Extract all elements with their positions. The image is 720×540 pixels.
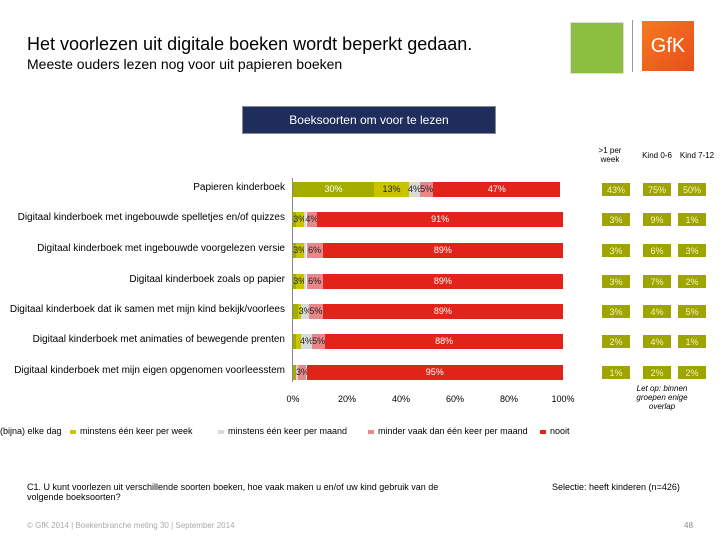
bar-segment: 13% bbox=[374, 181, 410, 197]
page-title: Het voorlezen uit digitale boeken wordt … bbox=[27, 34, 473, 54]
bar-segment bbox=[293, 273, 296, 289]
bar-segment: 3% bbox=[299, 303, 312, 319]
x-tick-label: 60% bbox=[445, 394, 464, 404]
bar-segment: 3% bbox=[293, 273, 306, 289]
bar-segment bbox=[293, 211, 296, 227]
side-value: 3% bbox=[678, 244, 706, 257]
footer: © GfK 2014 | Boekenbranche meting 30 | S… bbox=[27, 521, 235, 530]
side-value: 9% bbox=[643, 213, 671, 226]
side-value: 2% bbox=[602, 335, 630, 348]
row-label: Digitaal kinderboek met animaties of bew… bbox=[32, 334, 285, 345]
row-label: Digitaal kinderboek met ingebouwde spell… bbox=[17, 212, 285, 223]
bar-segment: 30% bbox=[293, 181, 374, 197]
bar-segment: 5% bbox=[419, 181, 434, 197]
legend-swatch bbox=[368, 429, 374, 434]
bar-segment bbox=[303, 242, 307, 258]
side-column-header: Kind 7-12 bbox=[679, 151, 715, 160]
side-value: 4% bbox=[643, 305, 671, 318]
legend-item: nooit bbox=[540, 426, 570, 436]
legend-item: minstens één keer per week bbox=[70, 426, 193, 436]
legend-label: minstens één keer per week bbox=[80, 426, 193, 436]
question-text: C1. U kunt voorlezen uit verschillende s… bbox=[27, 482, 439, 502]
bar-segment: 3% bbox=[293, 242, 306, 258]
bar-segment bbox=[293, 303, 299, 319]
overlap-note: Let op: binnen groepen enige overlap bbox=[636, 384, 688, 411]
side-value: 50% bbox=[678, 183, 706, 196]
bar-segment bbox=[298, 303, 302, 319]
legend-item: minder vaak dan één keer per maand bbox=[368, 426, 528, 436]
bar-segment: 3% bbox=[293, 211, 306, 227]
bar-segment: 4% bbox=[305, 211, 318, 227]
row-label: Digitaal kinderboek zoals op papier bbox=[129, 274, 285, 285]
bar-segment: 4% bbox=[300, 333, 313, 349]
page-number: 48 bbox=[684, 521, 693, 530]
side-value: 7% bbox=[643, 275, 671, 288]
legend-label: (bijna) elke dag bbox=[0, 426, 62, 436]
side-value: 1% bbox=[678, 335, 706, 348]
legend-label: minstens één keer per maand bbox=[228, 426, 348, 436]
bar-segment bbox=[303, 273, 307, 289]
side-value: 75% bbox=[643, 183, 671, 196]
bar-segment: 6% bbox=[306, 273, 323, 289]
bar-segment: 88% bbox=[325, 333, 563, 349]
side-value: 3% bbox=[602, 244, 630, 257]
x-tick-label: 40% bbox=[391, 394, 410, 404]
bar-segment: 91% bbox=[317, 211, 563, 227]
side-value: 43% bbox=[602, 183, 630, 196]
bar-segment bbox=[295, 333, 302, 349]
bar-segment: 5% bbox=[309, 303, 323, 319]
legend-item: (bijna) elke dag bbox=[0, 426, 62, 436]
x-tick-label: 20% bbox=[337, 394, 356, 404]
x-tick-label: 80% bbox=[499, 394, 518, 404]
chart-header: Boeksoorten om voor te lezen bbox=[242, 106, 496, 134]
x-tick-label: 0% bbox=[286, 394, 300, 404]
legend-label: nooit bbox=[550, 426, 570, 436]
page-subtitle: Meeste ouders lezen nog voor uit papiere… bbox=[27, 56, 343, 72]
bar-segment: 95% bbox=[306, 364, 563, 380]
bar-segment: 6% bbox=[306, 242, 323, 258]
logo-divider bbox=[632, 20, 633, 72]
bar-segment: 89% bbox=[322, 303, 563, 319]
bar-segment: 3% bbox=[296, 364, 309, 380]
y-axis-line bbox=[292, 178, 293, 382]
bar-segment: 47% bbox=[433, 181, 561, 197]
row-label: Papieren kinderboek bbox=[193, 182, 285, 193]
legend-label: minder vaak dan één keer per maand bbox=[378, 426, 528, 436]
legend-swatch bbox=[70, 429, 76, 434]
side-value: 3% bbox=[602, 213, 630, 226]
selection-text: Selectie: heeft kinderen (n=426) bbox=[552, 482, 680, 492]
side-value: 6% bbox=[643, 244, 671, 257]
bar-segment bbox=[293, 364, 296, 380]
bar-segment bbox=[293, 333, 296, 349]
bar-segment bbox=[303, 211, 307, 227]
legend-item: minstens één keer per maand bbox=[218, 426, 347, 436]
x-tick-label: 100% bbox=[551, 394, 575, 404]
bar-segment bbox=[293, 242, 296, 258]
gfk-logo: GfK bbox=[642, 21, 694, 71]
side-value: 5% bbox=[678, 305, 706, 318]
side-value: 3% bbox=[602, 305, 630, 318]
side-value: 3% bbox=[602, 275, 630, 288]
bar-segment: 4% bbox=[408, 181, 421, 197]
legend-swatch bbox=[540, 429, 546, 434]
side-column-header: Kind 0-6 bbox=[642, 151, 672, 160]
barcode-logo bbox=[570, 22, 624, 74]
side-value: 2% bbox=[643, 366, 671, 379]
bar-segment: 5% bbox=[311, 333, 326, 349]
side-value: 4% bbox=[643, 335, 671, 348]
side-value: 1% bbox=[602, 366, 630, 379]
side-value: 2% bbox=[678, 275, 706, 288]
bar-segment: 89% bbox=[322, 242, 563, 258]
row-label: Digitaal kinderboek met ingebouwde voorg… bbox=[37, 243, 285, 254]
row-label: Digitaal kinderboek met mijn eigen opgen… bbox=[14, 365, 285, 376]
bar-segment bbox=[295, 364, 299, 380]
side-value: 2% bbox=[678, 366, 706, 379]
side-value: 1% bbox=[678, 213, 706, 226]
side-column-header: >1 per week bbox=[598, 146, 622, 164]
row-label: Digitaal kinderboek dat ik samen met mij… bbox=[9, 304, 285, 315]
bar-segment: 89% bbox=[322, 273, 563, 289]
legend-swatch bbox=[218, 429, 224, 434]
